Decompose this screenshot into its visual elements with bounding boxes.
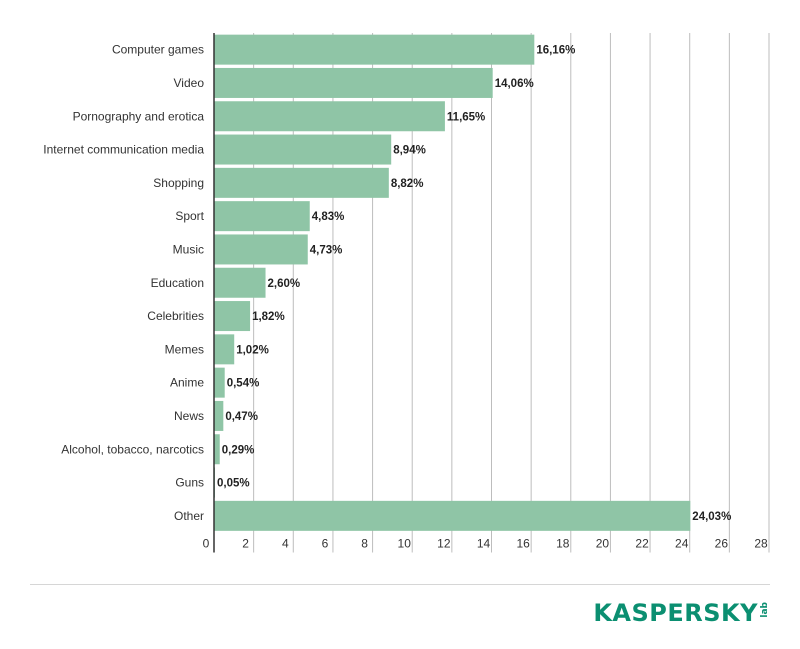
value-label-13: 0,05% (217, 478, 250, 490)
value-label-5: 4,83% (312, 211, 345, 223)
x-tick-label-18: 18 (556, 537, 570, 551)
bar-6 (214, 234, 308, 265)
category-label-2: Pornography and erotica (73, 109, 205, 123)
x-tick-label-8: 8 (361, 537, 368, 551)
category-label-14: Other (174, 509, 204, 523)
value-label-0: 16,16% (536, 45, 575, 57)
value-label-8: 1,82% (252, 311, 285, 323)
x-tick-label-2: 2 (242, 537, 249, 551)
bar-11 (214, 400, 224, 431)
category-label-0: Computer games (112, 43, 204, 57)
bar-3 (214, 134, 392, 165)
x-tick-label-28: 28 (754, 537, 768, 551)
category-label-13: Guns (175, 476, 204, 490)
category-label-6: Music (173, 242, 204, 256)
category-label-4: Shopping (153, 176, 204, 190)
footer-divider (30, 584, 770, 585)
value-label-4: 8,82% (391, 178, 424, 190)
category-label-9: Memes (165, 342, 204, 356)
bar-7 (214, 267, 266, 298)
x-tick-label-14: 14 (477, 537, 491, 551)
value-label-14: 24,03% (692, 511, 731, 523)
bar-4 (214, 167, 389, 198)
value-label-7: 2,60% (268, 278, 301, 290)
bar-chart: Computer games Video Pornography and eroti… (43, 33, 770, 553)
category-label-7: Education (151, 276, 204, 290)
bar-0 (214, 34, 535, 65)
bar-5 (214, 201, 310, 232)
bar-8 (214, 301, 251, 332)
value-label-6: 4,73% (310, 244, 343, 256)
bar-9 (214, 334, 235, 365)
x-tick-label-10: 10 (398, 537, 412, 551)
x-tick-label-26: 26 (715, 537, 729, 551)
bar-10 (214, 367, 225, 398)
value-label-3: 8,94% (393, 145, 426, 157)
x-tick-label-22: 22 (635, 537, 649, 551)
value-label-9: 1,02% (236, 344, 269, 356)
x-tick-label-16: 16 (516, 537, 530, 551)
category-label-5: Sport (175, 209, 204, 223)
category-label-11: News (174, 409, 204, 423)
category-label-3: Internet communication media (43, 143, 204, 157)
value-label-2: 11,65% (447, 111, 485, 123)
bar-2 (214, 101, 445, 132)
logo-wordmark: KASPERSKY (593, 599, 758, 627)
x-tick-label-12: 12 (437, 537, 451, 551)
value-label-12: 0,29% (222, 444, 255, 456)
category-label-1: Video (174, 76, 205, 90)
x-tick-label-4: 4 (282, 537, 289, 551)
category-label-8: Celebrities (147, 309, 204, 323)
value-label-10: 0,54% (227, 378, 260, 390)
x-tick-label-20: 20 (596, 537, 610, 551)
value-label-1: 14,06% (495, 78, 534, 90)
value-label-11: 0,47% (225, 411, 258, 423)
category-label-12: Alcohol, tobacco, narcotics (61, 442, 204, 456)
x-tick-label-6: 6 (322, 537, 329, 551)
bar-14 (214, 500, 691, 531)
category-label-10: Anime (170, 376, 204, 390)
logo-lab-suffix: lab (760, 602, 770, 618)
kaspersky-lab-logo: KASPERSKY lab (593, 598, 770, 630)
x-tick-label-0: 0 (203, 537, 210, 551)
bar-1 (214, 67, 493, 98)
x-tick-label-24: 24 (675, 537, 689, 551)
bar-12 (214, 434, 220, 465)
